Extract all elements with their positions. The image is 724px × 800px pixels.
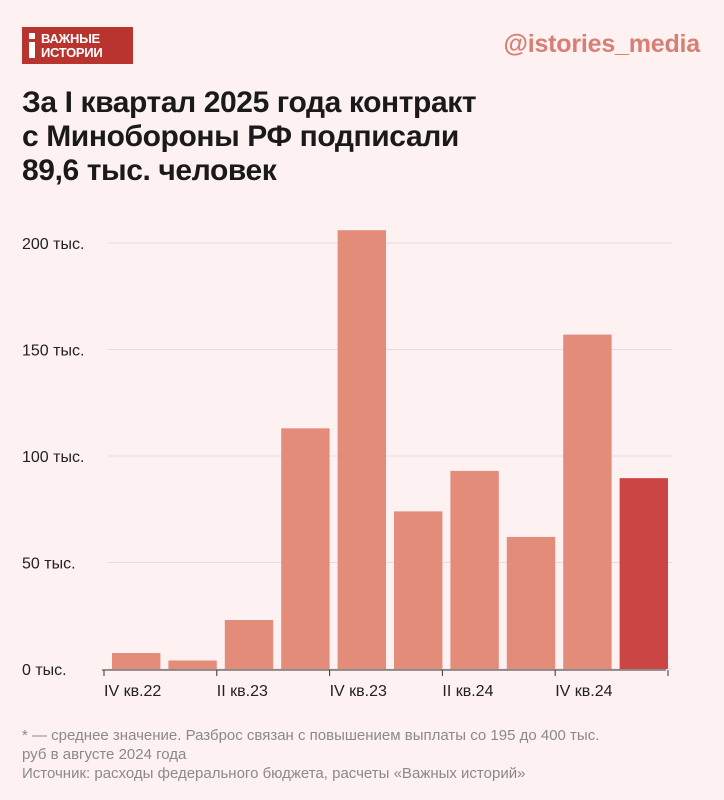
y-tick-label: 50 тыс. (22, 556, 76, 573)
bar-3 (281, 428, 330, 669)
logo-line-1: ВАЖНЫЕ (41, 30, 100, 46)
x-tick-label: II кв.23 (217, 683, 268, 700)
bar-1 (168, 660, 217, 669)
bar-chart: 0 тыс. 50 тыс. 100 тыс. 150 тыс. 200 тыс. IV… (22, 230, 672, 700)
x-tick-label: IV кв.24 (555, 683, 612, 700)
bar-7 (506, 536, 556, 669)
source-note: Источник: расходы федерального бюджета, … (22, 765, 526, 782)
x-axis: IV кв.22 II кв.23 IV кв.23 II кв.24 IV кв.24 (102, 669, 669, 700)
bar-8 (563, 334, 612, 669)
footnotes: * — среднее значение. Разброс связан с п… (22, 726, 702, 783)
title-line-1: За I квартал 2025 года контракт (22, 86, 477, 119)
y-tick-label: 200 тыс. (22, 236, 84, 253)
social-handle: @istories_media (503, 30, 701, 58)
logo-mark-icon (29, 33, 36, 58)
x-tick-label: IV кв.23 (330, 683, 387, 700)
y-axis-labels: 0 тыс. 50 тыс. 100 тыс. 150 тыс. 200 тыс. (22, 236, 84, 679)
title-line-3: 89,6 тыс. человек (22, 154, 277, 187)
bar-4 (337, 230, 386, 669)
y-tick-label: 100 тыс. (22, 449, 84, 466)
x-tick-label: IV кв.22 (104, 683, 161, 700)
page-title: За I квартал 2025 года контракт с Минобо… (22, 86, 692, 188)
footnote-line-1: * — среднее значение. Разброс связан с п… (22, 727, 600, 744)
x-tick-label: II кв.24 (442, 683, 493, 700)
brand-logo: ВАЖНЫЕ ИСТОРИИ (22, 27, 133, 64)
logo-text: ВАЖНЫЕ ИСТОРИИ (41, 30, 103, 60)
y-tick-label: 150 тыс. (22, 343, 84, 360)
y-tick-label: 0 тыс. (22, 662, 67, 679)
bar-5 (394, 511, 443, 669)
title-line-2: с Минобороны РФ подписали (22, 120, 459, 153)
bar-0 (112, 653, 161, 669)
bar-6 (450, 470, 499, 669)
bars (112, 230, 668, 669)
logo-line-2: ИСТОРИИ (41, 44, 103, 60)
footnote-line-2: руб в августе 2024 года (22, 746, 187, 763)
bar-2 (224, 620, 274, 669)
bar-9 (619, 478, 668, 669)
